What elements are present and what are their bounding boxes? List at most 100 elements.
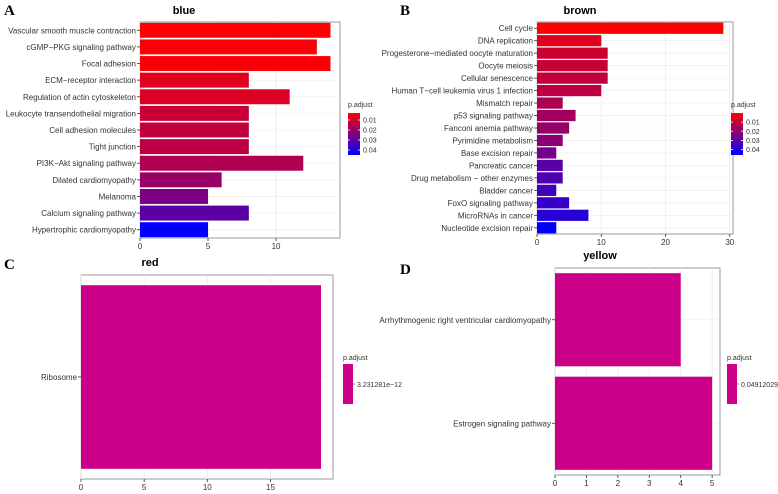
panel-d-bar (555, 273, 681, 367)
panel-d-title: yellow (583, 250, 617, 262)
panel-a-legend-colorbar (348, 113, 360, 155)
panel-d-legend-title: p.adjust (727, 355, 752, 362)
panel-b-legend-label: 0.01 (746, 120, 760, 127)
panel-b-bar (537, 84, 602, 97)
panel-d-xtick-label: 1 (584, 479, 589, 488)
panel-a-xtick-label: 0 (138, 242, 143, 251)
panel-b-title: brown (564, 5, 597, 17)
panel-a-bar (140, 139, 249, 155)
panel-d-xtick-label: 3 (647, 479, 652, 488)
panel-b-bar (537, 109, 576, 122)
panel-c-xtick-label: 10 (203, 483, 212, 492)
panel-b-xtick-label: 30 (725, 238, 734, 247)
panel-c-title: red (141, 257, 158, 269)
panel-b-legend-label: 0.02 (746, 129, 760, 136)
panel-b-category-label: Cellular senescence (461, 74, 534, 83)
panel-b-category-label: MicroRNAs in cancer (458, 211, 533, 220)
panel-d-xtick-label: 5 (710, 479, 715, 488)
panel-c-legend-colorbar (343, 364, 353, 404)
panel-b-category-label: Fanconi anemia pathway (444, 124, 533, 133)
panel-d-xtick-label: 4 (678, 479, 683, 488)
panel-b-bar (537, 222, 557, 234)
panel-a-category-label: Focal adhesion (82, 60, 136, 69)
panel-b-category-label: Pancreatic cancer (469, 161, 533, 170)
panel-b-legend-label: 0.04 (746, 147, 760, 154)
panel-a-xtick-label: 10 (272, 242, 281, 251)
panel-b-letter: B (400, 3, 410, 19)
panel-b-legend-title: p.adjust (731, 102, 756, 109)
panel-a-bar (140, 105, 249, 121)
panel-b-bar (537, 159, 563, 172)
panel-b-bar (537, 60, 608, 72)
panel-a-legend-label: 0.04 (363, 148, 377, 155)
panel-a-bar (140, 56, 331, 72)
panel-b-bar (537, 209, 589, 221)
panel-b-category-label: Human T−cell leukemia virus 1 infection (392, 87, 533, 96)
panel-a-category-label: Calcium signaling pathway (41, 209, 136, 218)
panel-b-bar (537, 22, 724, 34)
panel-c-legend-title: p.adjust (343, 355, 368, 362)
panel-a-bar (140, 172, 222, 188)
panel-d-category-label: Arrhythmogenic right ventricular cardiom… (379, 316, 551, 325)
panel-c-category-label: Ribosome (41, 373, 78, 382)
panel-b-xtick-label: 10 (597, 238, 606, 247)
panel-b-bar (537, 197, 570, 209)
panel-b-category-label: Progesterone−mediated oocyte maturation (382, 49, 533, 58)
panel-c-xtick-label: 15 (266, 483, 275, 492)
panel-b-bar (537, 97, 563, 109)
panel-a-bar (140, 188, 209, 204)
panel-c-xtick-label: 0 (79, 483, 84, 492)
panel-d-category-label: Estrogen signaling pathway (453, 419, 551, 428)
panel-a-bar (140, 72, 249, 88)
panel-a-xtick-label: 5 (206, 242, 211, 251)
panel-b-category-label: Mismatch repair (476, 99, 533, 108)
panel-b-category-label: Pyrimidine metabolism (453, 136, 534, 145)
panel-a-category-label: Tight junction (89, 143, 136, 152)
panel-a-letter: A (4, 3, 15, 19)
panel-b-category-label: Bladder cancer (479, 186, 533, 195)
panel-d-legend-label: 0.04912029 (741, 382, 778, 389)
panel-a-legend-label: 0.03 (363, 138, 377, 145)
panel-b-bar (537, 147, 557, 159)
panel-a-category-label: Leukocyte transendothelial migration (6, 109, 136, 118)
panel-d-legend-colorbar (727, 364, 737, 404)
panel-d-xtick-label: 2 (616, 479, 621, 488)
panel-c-letter: C (4, 257, 15, 273)
panel-a-category-label: cGMP−PKG signaling pathway (26, 43, 136, 52)
panel-a-bar (140, 205, 249, 221)
panel-b-xtick-label: 20 (661, 238, 670, 247)
panel-a-category-label: Melanoma (99, 192, 137, 201)
panel-c-legend-label: 3.231281e−12 (357, 382, 402, 389)
panel-a-title: blue (173, 5, 196, 17)
panel-b-category-label: Cell cycle (499, 24, 534, 33)
panel-b-legend-label: 0.03 (746, 138, 760, 145)
panel-b-category-label: FoxO signaling pathway (448, 199, 533, 208)
panel-c-xtick-label: 5 (142, 483, 147, 492)
panel-a-legend-label: 0.01 (363, 118, 377, 125)
panel-a-category-label: Hypertrophic cardiomyopathy (32, 226, 136, 235)
panel-a-bar (140, 222, 209, 238)
panel-b-bar (537, 122, 570, 134)
panel-a-legend-title: p.adjust (348, 102, 373, 109)
panel-d-letter: D (400, 262, 411, 278)
panel-a-category-label: Cell adhesion molecules (49, 126, 136, 135)
panel-b-category-label: Base excision repair (461, 149, 533, 158)
panel-b-category-label: Oocyte meiosis (478, 62, 533, 71)
panel-a-category-label: Regulation of actin cytoskeleton (23, 93, 136, 102)
panel-a-legend-label: 0.02 (363, 128, 377, 135)
panel-a-bar (140, 22, 331, 38)
panel-a-bar (140, 89, 290, 105)
panel-a-category-label: ECM−receptor interaction (45, 76, 136, 85)
panel-a-bar (140, 122, 249, 138)
panel-b-category-label: Nucleotide excision repair (441, 224, 533, 233)
panel-b-bar (537, 47, 608, 59)
panel-b-bar (537, 134, 563, 147)
panel-d-xtick-label: 0 (553, 479, 558, 488)
panel-a-bar (140, 39, 317, 55)
panel-a-bar (140, 155, 304, 171)
panel-a-category-label: PI3K−Akt signaling pathway (37, 159, 136, 168)
panel-a-category-label: Vascular smooth muscle contraction (8, 26, 136, 35)
panel-b-bar (537, 184, 557, 196)
panel-b-legend-colorbar (731, 113, 743, 155)
panel-c-bar (81, 285, 321, 469)
